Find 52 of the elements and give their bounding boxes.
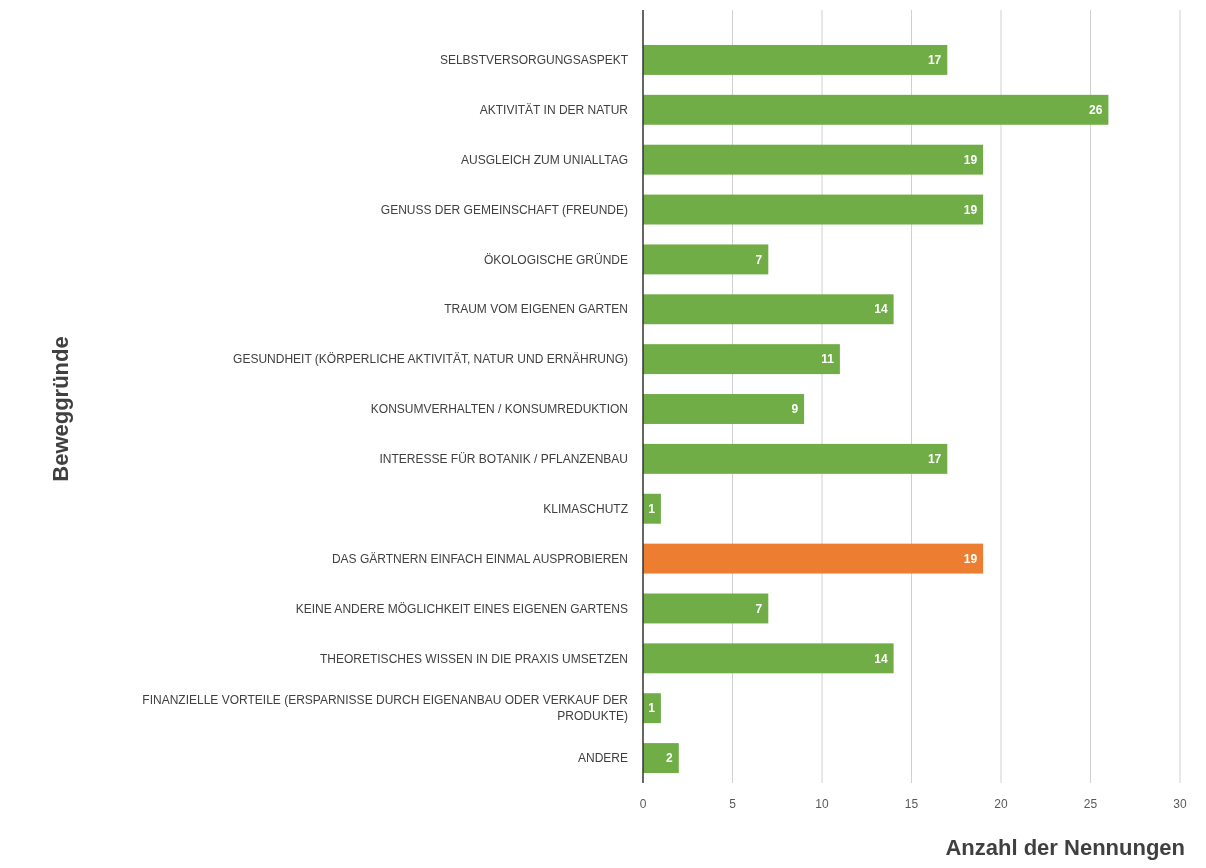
x-tick-label: 15	[904, 797, 919, 811]
bar	[643, 294, 894, 325]
data-label: 1	[648, 501, 656, 516]
y-tick-label: DAS GÄRTNERN EINFACH EINMAL AUSPROBIEREN	[331, 551, 628, 566]
y-tick-label: KONSUMVERHALTEN / KONSUMREDUKTION	[370, 402, 628, 417]
y-tick-label: TRAUM VOM EIGENEN GARTEN	[444, 302, 628, 317]
y-tick-label: INTERESSE FÜR BOTANIK / PFLANZENBAU	[379, 452, 628, 467]
y-tick-label: THEORETISCHES WISSEN IN DIE PRAXIS UMSETZEN	[319, 651, 628, 666]
x-axis-title: Anzahl der Nennungen	[945, 835, 1185, 860]
bar	[643, 44, 948, 75]
y-tick-label: FINANZIELLE VORTEILE (ERSPARNISSE DURCH EIGENANBAU ODER VERKAUF DER PRODUKTE)	[142, 693, 629, 724]
y-tick-label: KEINE ANDERE MÖGLICHKEIT EINES EIGENEN GARTENS	[295, 601, 628, 616]
bar	[643, 194, 984, 225]
data-label: 1	[648, 701, 656, 716]
data-label: 7	[755, 601, 763, 616]
bar	[643, 643, 894, 674]
y-tick-label: SELBSTVERSORGUNGSASPEKT	[439, 53, 629, 68]
data-label: 14	[874, 302, 888, 317]
bar	[643, 543, 984, 574]
bar	[643, 344, 840, 375]
data-label: 7	[755, 252, 763, 267]
bar	[643, 394, 805, 424]
data-label: 19	[963, 202, 978, 217]
bar	[643, 94, 1109, 125]
y-tick-label: GENUSS DER GEMEINSCHAFT (FREUNDE)	[380, 202, 628, 217]
data-label: 17	[927, 53, 942, 68]
x-tick-label: 0	[639, 797, 647, 811]
x-tick-label: 25	[1083, 797, 1098, 811]
y-tick-label: GESUNDHEIT (KÖRPERLICHE AKTIVITÄT, NATUR UND ERNÄHRUNG)	[233, 352, 628, 367]
data-label: 19	[963, 551, 978, 566]
data-label: 26	[1089, 103, 1103, 117]
data-label: 11	[821, 352, 835, 367]
x-tick-label: 30	[1173, 797, 1187, 811]
bar	[643, 144, 984, 175]
bar	[643, 743, 679, 774]
data-label: 19	[963, 152, 978, 167]
y-axis-title: Beweggründe	[48, 336, 73, 482]
y-tick-label: ANDERE	[577, 751, 628, 766]
data-label: 9	[791, 402, 799, 417]
x-tick-label: 20	[994, 797, 1008, 811]
data-label: 17	[927, 452, 942, 467]
bar	[643, 244, 769, 275]
bar	[643, 443, 948, 474]
y-tick-label: ÖKOLOGISCHE GRÜNDE	[483, 252, 628, 267]
bar	[643, 593, 769, 624]
data-label: 2	[666, 751, 674, 766]
y-tick-label: AKTIVITÄT IN DER NATUR	[479, 103, 629, 117]
data-label: 14	[874, 651, 888, 666]
y-tick-label: KLIMASCHUTZ	[543, 501, 628, 516]
x-tick-label: 5	[729, 797, 737, 811]
y-tick-label: AUSGLEICH ZUM UNIALLTAG	[461, 152, 628, 167]
x-tick-label: 10	[815, 797, 829, 811]
